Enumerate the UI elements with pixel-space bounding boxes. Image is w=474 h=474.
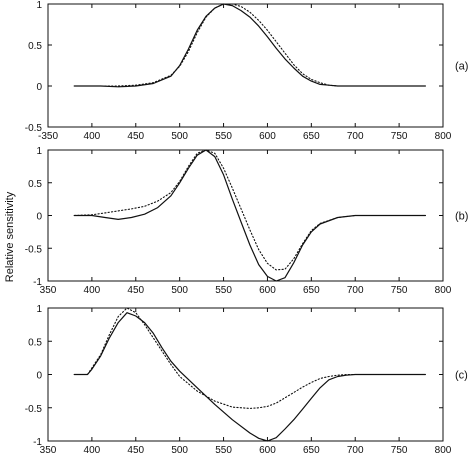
x-tick-label: -350 <box>38 131 58 142</box>
x-tick-label: 500 <box>171 131 188 142</box>
y-tick-label: -0.5 <box>25 244 43 255</box>
y-tick-label: 1 <box>36 304 42 315</box>
y-tick-label: -1 <box>33 277 42 288</box>
x-tick-label: 550 <box>215 285 232 296</box>
x-tick-label: 450 <box>127 445 144 456</box>
y-tick-label: 1 <box>36 0 42 11</box>
y-tick-label: 0 <box>36 371 42 382</box>
x-tick-label: 650 <box>303 285 320 296</box>
x-tick-label: 600 <box>259 131 276 142</box>
x-tick-label: 700 <box>347 445 364 456</box>
y-tick-label: 0.5 <box>28 41 42 52</box>
y-tick-label: 0.5 <box>28 179 42 190</box>
dotted-series-line <box>73 149 426 271</box>
x-tick-label: 800 <box>435 445 452 456</box>
y-tick-label: 0 <box>36 212 42 223</box>
plot-frame <box>47 3 444 128</box>
x-tick-label: 350 <box>40 445 57 456</box>
solid-series-line <box>73 3 426 88</box>
x-tick-label: 400 <box>84 131 101 142</box>
x-tick-label: 750 <box>391 285 408 296</box>
panel-1: -350 400 450 500 550 600 650 700 750 800 -0.5 0 0.5 1… <box>25 0 469 142</box>
solid-series-line <box>73 312 426 442</box>
x-tick-label: 750 <box>391 131 408 142</box>
solid-series-line <box>73 149 426 282</box>
y-tick-label: 0 <box>36 82 42 93</box>
y-tick-label: -0.5 <box>25 404 43 415</box>
x-tick-label: 400 <box>84 445 101 456</box>
x-tick-label: 450 <box>127 285 144 296</box>
panel-label: (b) <box>455 211 468 223</box>
y-tick-label: -1 <box>33 437 42 448</box>
x-tick-label: 700 <box>347 131 364 142</box>
x-tick-label: 550 <box>215 131 232 142</box>
x-tick-label: 600 <box>259 285 276 296</box>
x-tick-label: 800 <box>435 131 452 142</box>
x-tick-label: 700 <box>347 285 364 296</box>
x-tick-label: 400 <box>84 285 101 296</box>
y-tick-label: -0.5 <box>25 123 43 134</box>
y-tick-label: 1 <box>36 146 42 157</box>
x-tick-label: 500 <box>171 445 188 456</box>
dotted-series-line <box>73 307 426 409</box>
y-tick-label: 0.5 <box>28 337 42 348</box>
y-axis-label: Relative sensitivity <box>4 191 16 282</box>
x-tick-label: 450 <box>127 131 144 142</box>
panel-3: 350 400 450 500 550 600 650 700 750 800 -1 -0.5 0 0.5… <box>25 304 468 456</box>
x-tick-label: 800 <box>435 285 452 296</box>
x-tick-label: 600 <box>259 445 276 456</box>
panel-2: 350 400 450 500 550 600 650 700 750 800 -1 -0.5 0 0.5… <box>25 146 469 296</box>
x-tick-label: 750 <box>391 445 408 456</box>
x-tick-label: 650 <box>303 131 320 142</box>
panel-label: (a) <box>455 61 468 73</box>
x-tick-label: 500 <box>171 285 188 296</box>
x-tick-label: 350 <box>40 285 57 296</box>
x-tick-label: 550 <box>215 445 232 456</box>
x-tick-label: 650 <box>303 445 320 456</box>
panel-label: (c) <box>455 370 468 382</box>
dotted-series-line <box>73 3 426 87</box>
